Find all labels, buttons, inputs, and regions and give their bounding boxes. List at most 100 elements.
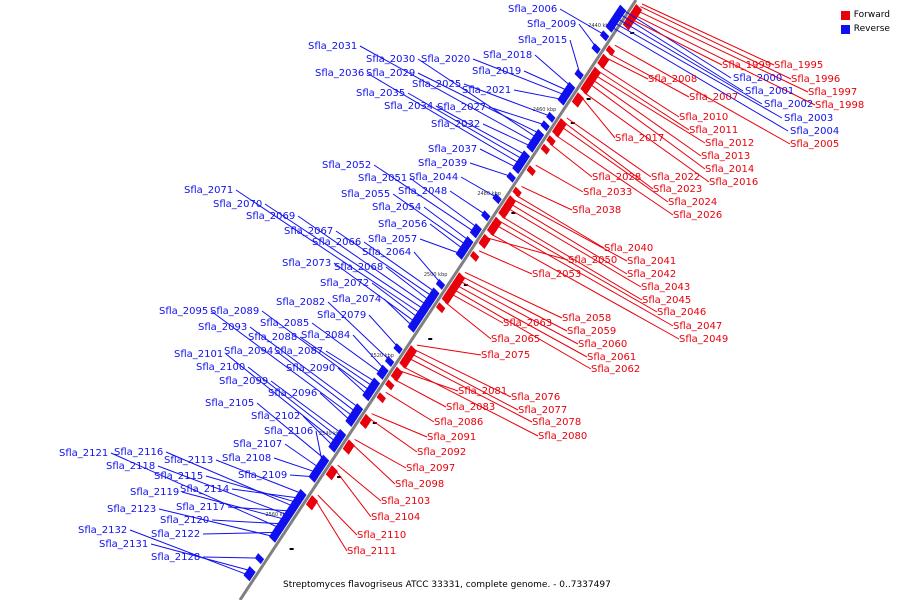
forward-gene-glyph[interactable] xyxy=(605,45,616,57)
reverse-gene-label[interactable]: Sfla_2074 xyxy=(332,294,381,305)
reverse-gene-label[interactable]: Sfla_2089 xyxy=(210,306,259,317)
forward-gene-label[interactable]: Sfla_2028 xyxy=(592,172,641,183)
forward-gene-label[interactable]: Sfla_2091 xyxy=(427,432,476,443)
forward-gene-label[interactable]: Sfla_2059 xyxy=(567,326,616,337)
reverse-gene-label[interactable]: Sfla_2070 xyxy=(213,199,262,210)
reverse-gene-label[interactable]: Sfla_2057 xyxy=(368,234,417,245)
forward-gene-glyph[interactable] xyxy=(455,272,466,284)
forward-gene-label[interactable]: Sfla_2043 xyxy=(641,282,690,293)
reverse-gene-label[interactable]: Sfla_2003 xyxy=(784,113,833,124)
forward-gene-glyph[interactable] xyxy=(305,499,316,511)
reverse-gene-label[interactable]: Sfla_2032 xyxy=(431,119,480,130)
forward-gene-label[interactable]: Sfla_2097 xyxy=(406,463,455,474)
reverse-gene-label[interactable]: Sfla_2073 xyxy=(282,258,331,269)
reverse-gene-label[interactable]: Sfla_2132 xyxy=(78,525,127,536)
reverse-gene-label[interactable]: Sfla_2123 xyxy=(107,504,156,515)
reverse-gene-glyph[interactable] xyxy=(317,458,327,470)
reverse-gene-label[interactable]: Sfla_2069 xyxy=(246,211,295,222)
forward-gene-label[interactable]: Sfla_2022 xyxy=(651,172,700,183)
forward-gene-glyph[interactable] xyxy=(478,238,488,250)
reverse-gene-label[interactable]: Sfla_2114 xyxy=(180,484,229,495)
reverse-gene-label[interactable]: Sfla_2109 xyxy=(238,470,287,481)
reverse-gene-label[interactable]: Sfla_2018 xyxy=(483,50,532,61)
reverse-gene-glyph[interactable] xyxy=(512,163,522,175)
forward-gene-label[interactable]: Sfla_2058 xyxy=(562,313,611,324)
forward-gene-label[interactable]: Sfla_2111 xyxy=(347,546,396,557)
forward-gene-label[interactable]: Sfla_2060 xyxy=(578,339,627,350)
forward-gene-label[interactable]: Sfla_2076 xyxy=(511,392,560,403)
reverse-gene-label[interactable]: Sfla_2071 xyxy=(184,185,233,196)
forward-gene-label[interactable]: Sfla_2086 xyxy=(434,417,483,428)
forward-gene-label[interactable]: Sfla_2104 xyxy=(371,512,420,523)
reverse-gene-glyph[interactable] xyxy=(608,17,618,29)
reverse-gene-glyph[interactable] xyxy=(616,4,627,16)
forward-gene-glyph[interactable] xyxy=(583,79,593,91)
reverse-gene-glyph[interactable] xyxy=(563,86,573,98)
reverse-gene-glyph[interactable] xyxy=(328,441,338,453)
reverse-gene-label[interactable]: Sfla_2093 xyxy=(198,322,247,333)
reverse-gene-label[interactable]: Sfla_2100 xyxy=(196,362,245,373)
reverse-gene-label[interactable]: Sfla_2068 xyxy=(334,262,383,273)
reverse-gene-label[interactable]: Sfla_2082 xyxy=(276,297,325,308)
forward-gene-glyph[interactable] xyxy=(574,92,584,104)
reverse-gene-label[interactable]: Sfla_2121 xyxy=(59,448,108,459)
forward-gene-glyph[interactable] xyxy=(557,118,567,130)
reverse-gene-glyph[interactable] xyxy=(534,128,545,140)
forward-gene-glyph[interactable] xyxy=(385,379,395,391)
forward-gene-label[interactable]: Sfla_2083 xyxy=(446,402,495,413)
forward-gene-glyph[interactable] xyxy=(342,443,352,455)
forward-gene-glyph[interactable] xyxy=(308,495,319,507)
reverse-gene-label[interactable]: Sfla_2122 xyxy=(151,529,200,540)
reverse-gene-label[interactable]: Sfla_2015 xyxy=(518,35,567,46)
reverse-gene-label[interactable]: Sfla_2117 xyxy=(176,502,225,513)
reverse-gene-label[interactable]: Sfla_2021 xyxy=(462,85,511,96)
reverse-gene-label[interactable]: Sfla_2009 xyxy=(527,19,576,30)
forward-gene-label[interactable]: Sfla_2041 xyxy=(627,256,676,267)
reverse-gene-label[interactable]: Sfla_2102 xyxy=(251,411,300,422)
reverse-gene-label[interactable]: Sfla_2095 xyxy=(159,306,208,317)
forward-gene-label[interactable]: Sfla_2045 xyxy=(642,295,691,306)
reverse-gene-label[interactable]: Sfla_2118 xyxy=(106,461,155,472)
forward-gene-glyph[interactable] xyxy=(481,233,491,245)
forward-gene-label[interactable]: Sfla_2040 xyxy=(604,243,653,254)
forward-gene-label[interactable]: Sfla_2014 xyxy=(705,164,754,175)
forward-gene-label[interactable]: Sfla_2077 xyxy=(518,405,567,416)
reverse-gene-glyph[interactable] xyxy=(246,566,256,578)
reverse-gene-glyph[interactable] xyxy=(297,488,307,500)
reverse-gene-glyph[interactable] xyxy=(506,171,516,183)
forward-gene-label[interactable]: Sfla_2008 xyxy=(648,74,697,85)
forward-gene-label[interactable]: Sfla_2063 xyxy=(503,318,552,329)
reverse-gene-label[interactable]: Sfla_2090 xyxy=(286,363,335,374)
forward-gene-label[interactable]: Sfla_2103 xyxy=(381,496,430,507)
reverse-gene-label[interactable]: Sfla_2115 xyxy=(154,471,203,482)
reverse-gene-glyph[interactable] xyxy=(277,518,287,530)
reverse-gene-label[interactable]: Sfla_2035 xyxy=(356,88,405,99)
forward-gene-glyph[interactable] xyxy=(441,293,451,305)
forward-gene-glyph[interactable] xyxy=(390,370,401,382)
reverse-gene-glyph[interactable] xyxy=(574,68,584,80)
forward-gene-glyph[interactable] xyxy=(399,358,409,370)
forward-gene-label[interactable]: Sfla_2026 xyxy=(673,210,722,221)
reverse-gene-label[interactable]: Sfla_2085 xyxy=(260,318,309,329)
reverse-gene-label[interactable]: Sfla_2001 xyxy=(745,86,794,97)
reverse-gene-glyph[interactable] xyxy=(308,471,318,483)
reverse-gene-label[interactable]: Sfla_2056 xyxy=(378,219,427,230)
reverse-gene-label[interactable]: Sfla_2131 xyxy=(99,539,148,550)
reverse-gene-label[interactable]: Sfla_2036 xyxy=(315,68,364,79)
reverse-gene-glyph[interactable] xyxy=(311,467,321,479)
forward-gene-glyph[interactable] xyxy=(436,302,446,314)
forward-gene-glyph[interactable] xyxy=(447,285,457,297)
forward-gene-glyph[interactable] xyxy=(631,6,641,18)
reverse-gene-label[interactable]: Sfla_2039 xyxy=(418,158,467,169)
reverse-gene-glyph[interactable] xyxy=(481,210,491,222)
forward-gene-label[interactable]: Sfla_2046 xyxy=(657,307,706,318)
reverse-gene-label[interactable]: Sfla_2094 xyxy=(224,346,273,357)
reverse-gene-glyph[interactable] xyxy=(557,94,567,106)
forward-gene-label[interactable]: Sfla_2075 xyxy=(481,350,530,361)
reverse-gene-glyph[interactable] xyxy=(614,8,624,20)
reverse-gene-label[interactable]: Sfla_2079 xyxy=(317,310,366,321)
reverse-gene-glyph[interactable] xyxy=(407,321,417,333)
forward-gene-glyph[interactable] xyxy=(444,289,454,301)
forward-gene-label[interactable]: Sfla_1999 xyxy=(722,60,771,71)
forward-gene-label[interactable]: Sfla_2061 xyxy=(587,352,636,363)
